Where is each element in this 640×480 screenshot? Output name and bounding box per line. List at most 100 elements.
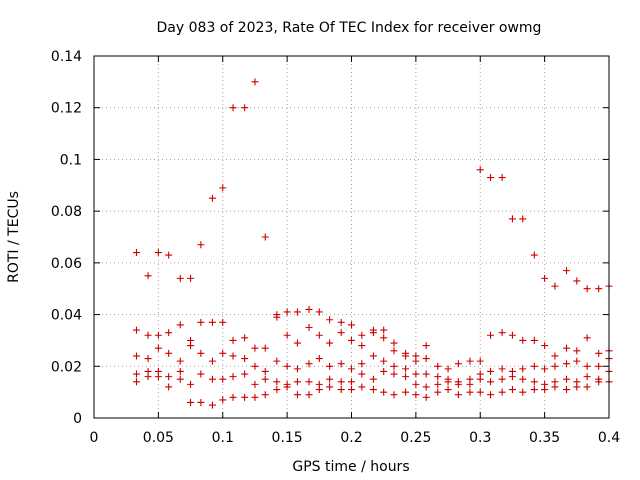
data-point-upper [390,339,398,347]
data-point-lower [219,375,227,383]
data-point-lower [390,370,398,378]
data-point-high [251,344,259,352]
data-point-bottom [261,391,269,399]
data-point-middle [229,352,237,360]
data-point-high [498,329,506,337]
data-point-upper [315,308,323,316]
data-point-upper [508,215,516,223]
x-tick-label: 0.05 [143,430,174,446]
x-tick-label: 0.4 [598,430,620,446]
data-point-lower [583,373,591,381]
y-tick-label: 0.1 [60,152,82,168]
data-point-upper [187,274,195,282]
data-point-bottom [454,391,462,399]
data-point-high [348,336,355,344]
data-point-middle [380,357,388,365]
data-point-middle [358,360,366,368]
data-point-lower [487,378,495,386]
data-point-bottom [541,386,549,394]
data-point-high [595,349,603,357]
data-point-middle [305,360,313,368]
data-point-middle [412,370,420,378]
data-point-middle [348,365,355,373]
x-tick-label: 0.15 [272,430,303,446]
data-point-high [197,318,205,326]
data-point-upper [144,272,152,280]
data-point-high [315,331,323,339]
data-point-middle [132,352,140,360]
data-point-upper [229,104,237,112]
data-point-high [519,336,527,344]
data-point-bottom [337,386,345,394]
data-point-high [165,329,173,337]
data-point-high [293,339,301,347]
data-point-upper [498,174,506,182]
data-point-middle [293,365,301,373]
data-point-high [444,365,452,373]
x-tick-label: 0.3 [469,430,491,446]
data-point-bottom [358,383,366,391]
data-point-middle [595,362,603,370]
data-point-bottom [293,391,301,399]
data-point-bottom [187,398,195,406]
data-point-high [402,352,410,360]
data-point-lower [132,370,140,378]
data-point-lower [165,373,173,381]
data-point-bottom [595,378,603,386]
data-point-middle [219,349,227,357]
data-point-high [583,334,591,342]
data-point-bottom [530,386,538,394]
y-tick-label: 0.14 [51,49,82,65]
data-point-bottom [144,367,152,375]
x-tick-label: 0.25 [400,430,431,446]
data-point-middle [369,352,377,360]
data-point-middle [519,365,527,373]
data-point-lower [229,373,237,381]
data-point-lower [369,375,377,383]
data-point-bottom [251,393,259,401]
data-point-middle [390,362,398,370]
data-point-bottom [208,401,216,409]
data-point-lower [412,380,420,388]
data-point-lower [563,375,571,383]
data-point-high [380,334,388,342]
data-point-high [434,362,442,370]
data-point-upper [563,267,571,275]
data-point-middle [261,367,269,375]
data-point-lower [261,375,269,383]
data-point-middle [251,362,259,370]
data-point-lower [422,383,430,391]
data-point-bottom [219,396,227,404]
data-point-upper [595,285,603,293]
plot-frame [93,55,610,419]
data-point-bottom [369,386,377,394]
data-point-bottom [444,386,452,394]
data-point-upper [573,277,581,285]
data-point-upper [241,104,249,112]
chart-title: Day 083 of 2023, Rate Of TEC Index for r… [157,20,542,36]
data-point-high [573,347,581,355]
data-point-upper [293,308,301,316]
data-point-upper [358,331,366,339]
data-point-high [369,329,377,337]
data-point-upper [326,316,334,324]
data-point-high [337,329,345,337]
data-point-bottom [487,391,495,399]
data-point-lower [402,373,410,381]
data-point-bottom [466,388,474,396]
y-tick-label: 0 [73,411,82,427]
data-point-middle [197,349,205,357]
y-tick-label: 0.06 [51,256,82,272]
data-point-bottom [498,388,506,396]
data-point-bottom [390,391,398,399]
x-axis-label: GPS time / hours [292,459,409,475]
data-point-bottom [283,383,291,391]
data-point-upper [583,285,591,293]
data-point-lower [454,380,462,388]
data-point-high [508,331,516,339]
data-point-middle [530,362,538,370]
data-point-middle [165,349,173,357]
x-tick-label: 0 [90,430,99,446]
data-point-middle [176,357,184,365]
